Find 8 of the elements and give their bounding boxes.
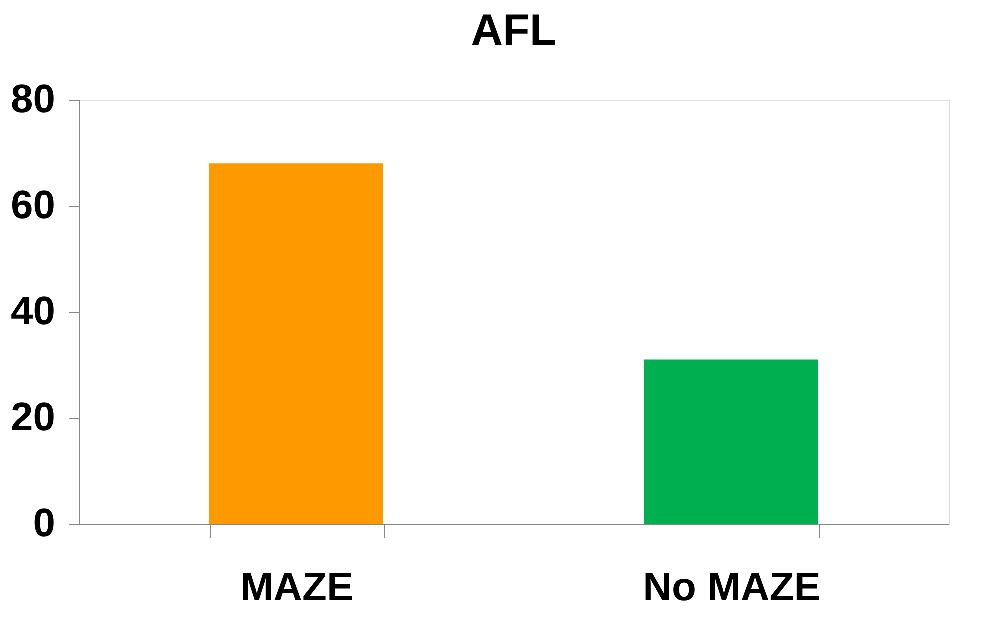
y-tick-label: 20 [11,396,56,440]
x-tick-label: No MAZE [643,566,821,610]
y-tick-label: 40 [11,290,56,334]
x-tick-label: MAZE [240,566,354,610]
y-tick-label: 60 [11,184,56,228]
chart-title: AFL [471,6,557,55]
y-tick-label: 0 [33,502,56,546]
y-tick-label: 80 [11,78,56,122]
